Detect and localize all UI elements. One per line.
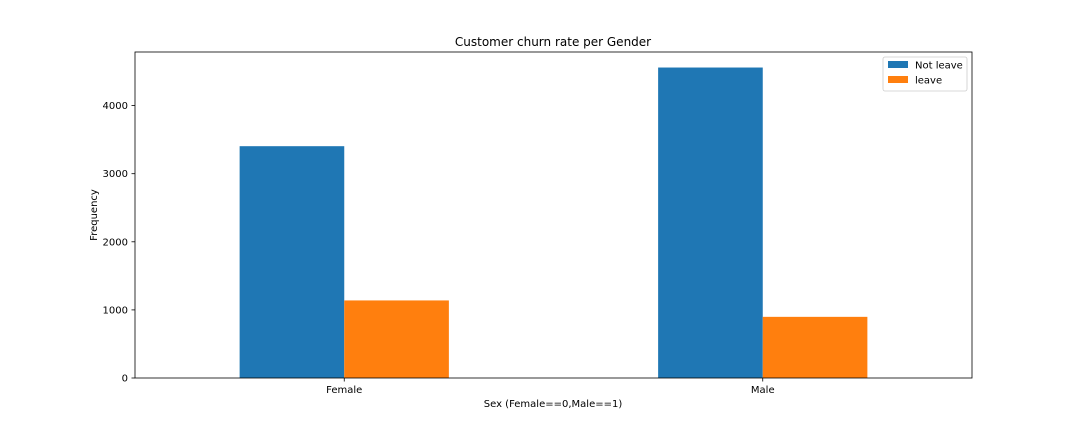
y-tick-label: 0 (122, 374, 128, 385)
legend: Not leave leave (882, 56, 968, 92)
legend-swatch (888, 76, 908, 83)
bar-male-not-leave (658, 67, 763, 379)
y-axis-ticks: 0 1000 2000 3000 4000 (103, 101, 135, 385)
x-tick-label: Female (326, 385, 362, 396)
bar-female-leave (344, 300, 449, 378)
legend-swatch (888, 61, 908, 68)
bar-male-leave (762, 316, 868, 378)
legend-entry: leave (915, 76, 942, 87)
legend-entry: Not leave (915, 61, 963, 72)
bar-female-not-leave (239, 146, 345, 378)
x-axis-ticks: Female Male (326, 378, 775, 396)
x-tick-label: Male (751, 385, 775, 396)
y-tick-label: 1000 (103, 305, 128, 316)
x-axis-label: Sex (Female==0,Male==1) (484, 399, 623, 410)
y-tick-label: 4000 (103, 101, 128, 112)
plot-frame (134, 51, 973, 379)
y-tick-label: 3000 (103, 169, 128, 180)
chart-title: Customer churn rate per Gender (455, 35, 651, 49)
y-axis-label: Frequency (89, 189, 100, 241)
y-tick-label: 2000 (103, 237, 128, 248)
bars-group (239, 67, 868, 379)
